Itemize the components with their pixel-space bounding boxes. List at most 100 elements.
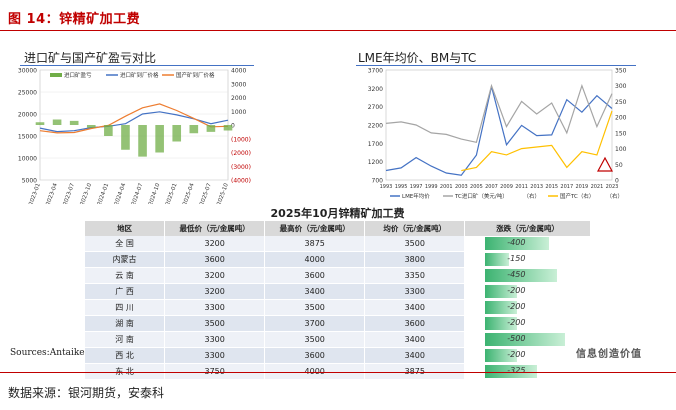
y-left-tick-label: 2700	[368, 104, 383, 111]
bar-mark	[121, 125, 130, 150]
table-row: 全 国 3200 3875 3500 -400	[85, 236, 591, 252]
y-left-tick-label: 15000	[18, 134, 37, 141]
left-chart-svg: 3000025000200001500010000500040003000200…	[18, 68, 251, 205]
y-right-tick-label: 0	[231, 123, 235, 130]
change-value: -500	[507, 334, 526, 343]
bar-mark	[69, 120, 79, 125]
bar-mark	[35, 122, 45, 125]
table-row: 河 南 3300 3500 3400 -500	[85, 331, 591, 348]
col-header-change: 涨跌（元/金属吨）	[464, 221, 591, 236]
legend-label: 国产矿到厂价格	[176, 71, 215, 79]
change-bar	[485, 333, 566, 346]
legend-swatch	[50, 73, 62, 77]
change-bar	[485, 301, 518, 314]
cell-region: 四 川	[85, 299, 166, 316]
x-tick-label: 2023-10	[80, 182, 94, 204]
cell-avg: 3400	[364, 331, 466, 348]
top-divider	[0, 30, 676, 31]
x-tick-label: 1995	[395, 184, 408, 190]
cell-region: 云 南	[85, 267, 166, 284]
legend-label: 进口矿盈亏	[64, 71, 92, 79]
x-tick-label: 2009	[500, 184, 513, 190]
cell-max: 4000	[264, 363, 366, 380]
x-tick-label: 1999	[425, 184, 438, 190]
change-bar	[485, 253, 510, 266]
cell-max: 3400	[264, 283, 366, 300]
cell-min: 3500	[164, 315, 266, 332]
x-tick-label: 2025-07	[199, 182, 213, 204]
cell-min: 3600	[164, 251, 266, 268]
bar-mark	[223, 125, 233, 131]
left-title-underline	[20, 65, 254, 66]
x-tick-label: 2023-01	[28, 183, 41, 204]
y-right-tick-label: 350	[615, 68, 627, 75]
cell-change: -200	[464, 315, 591, 332]
x-tick-label: 2025-04	[182, 182, 196, 204]
y-right-tick-label: 3000	[231, 81, 246, 88]
series-line-1	[385, 83, 613, 144]
legend-label: 国产TC（右）	[560, 192, 594, 200]
cell-avg: 3875	[364, 363, 466, 380]
cell-avg: 3800	[364, 251, 466, 268]
col-header-avg: 均价（元/金属吨）	[364, 221, 466, 236]
cell-change: -500	[464, 331, 591, 348]
bar-mark	[52, 119, 62, 125]
y-right-tick-label: 0	[615, 178, 619, 185]
x-tick-label: 2019	[575, 184, 588, 190]
cell-avg: 3400	[364, 299, 466, 316]
change-bar	[485, 269, 558, 282]
y-left-tick-label: 5000	[22, 178, 37, 185]
cell-region: 全 国	[85, 236, 166, 252]
cell-min: 3750	[164, 363, 266, 380]
warning-triangle-icon	[596, 156, 614, 172]
y-left-tick-label: 20000	[18, 112, 37, 119]
bar-mark	[155, 125, 164, 153]
right-title-underline	[356, 65, 636, 66]
x-tick-label: 2023-04	[45, 182, 59, 204]
x-tick-label: 2025-10	[216, 182, 230, 204]
change-value: -450	[507, 270, 526, 279]
y-right-tick-label: 4000	[231, 68, 246, 75]
x-tick-label: 2025-01	[165, 183, 178, 204]
watermark-text: 信息创造价值	[576, 349, 642, 360]
y-right-tick-label: 200	[615, 115, 627, 122]
cell-change: -450	[464, 267, 591, 284]
change-bar	[485, 237, 550, 250]
cell-region: 东 北	[85, 363, 166, 380]
cell-max: 4000	[264, 251, 366, 268]
change-bar	[485, 349, 518, 362]
y-right-tick-label: (4000)	[231, 178, 251, 185]
legend-label: TC进口矿（美元/吨）	[454, 192, 508, 200]
y-right-tick-label: (2000)	[231, 150, 251, 157]
cell-max: 3600	[264, 267, 366, 284]
x-tick-label: 2024-04	[114, 182, 128, 204]
series-line-1	[39, 103, 229, 134]
change-bar	[485, 317, 518, 330]
x-tick-label: 2021	[591, 184, 604, 190]
series-line-2	[461, 110, 613, 172]
y-right-tick-label: 100	[615, 146, 627, 153]
x-tick-label: 2011	[515, 184, 528, 190]
x-tick-label: 2023-07	[63, 182, 77, 204]
table-footnote: Sources:Antaike	[10, 348, 85, 358]
change-bar	[485, 285, 518, 298]
cell-avg: 3300	[364, 283, 466, 300]
x-tick-label: 2024-01	[97, 183, 110, 204]
x-tick-label: 2013	[530, 184, 543, 190]
table-row: 广 西 3200 3400 3300 -200	[85, 283, 591, 300]
x-tick-label: 2023	[606, 184, 619, 190]
x-tick-label: 2017	[560, 184, 573, 190]
y-left-tick-label: 3700	[368, 68, 383, 75]
series-line-0	[385, 86, 613, 176]
cell-min: 3200	[164, 267, 266, 284]
cell-max: 3700	[264, 315, 366, 332]
cell-region: 西 北	[85, 347, 166, 364]
bar-mark	[206, 125, 216, 132]
cell-min: 3200	[164, 236, 266, 252]
bar-mark	[172, 125, 182, 142]
cell-min: 3300	[164, 331, 266, 348]
tc-table: 2025年10月锌精矿加工费 地区 最低价（元/金属吨） 最高价（元/金属吨） …	[85, 205, 591, 380]
table-row: 湖 南 3500 3700 3600 -200	[85, 315, 591, 332]
legend-label: （右）	[524, 192, 541, 200]
table-header-row: 地区 最低价（元/金属吨） 最高价（元/金属吨） 均价（元/金属吨） 涨跌（元/…	[85, 221, 591, 236]
